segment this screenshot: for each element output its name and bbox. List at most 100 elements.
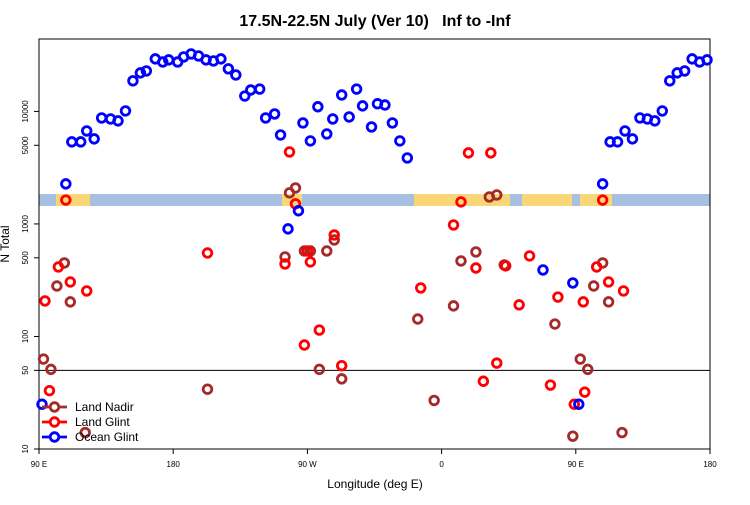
point xyxy=(602,276,615,288)
point xyxy=(335,359,348,372)
point xyxy=(335,89,348,101)
point xyxy=(386,117,399,129)
point xyxy=(455,196,467,208)
point xyxy=(619,125,631,137)
point xyxy=(611,136,624,148)
point xyxy=(365,121,378,133)
point xyxy=(157,56,169,68)
point xyxy=(491,357,503,369)
point xyxy=(537,264,549,276)
point xyxy=(51,280,63,292)
point xyxy=(462,147,475,159)
point xyxy=(328,229,340,241)
point xyxy=(470,246,482,258)
legend-marker xyxy=(48,401,61,413)
x-tick-label: 0 xyxy=(439,460,444,469)
point xyxy=(428,394,440,407)
chart-title: 17.5N-22.5N July (Ver 10) Inf to -Inf xyxy=(239,13,511,30)
point xyxy=(37,353,50,365)
point xyxy=(500,260,512,272)
point xyxy=(513,299,525,311)
point xyxy=(477,375,490,387)
point xyxy=(268,108,281,120)
point xyxy=(412,313,424,325)
point xyxy=(617,285,630,297)
point xyxy=(401,152,414,164)
land-strip xyxy=(522,194,572,206)
point xyxy=(470,262,482,274)
point xyxy=(239,90,251,102)
point xyxy=(201,383,214,395)
y-tick-label: 500 xyxy=(21,251,30,265)
point xyxy=(656,105,668,117)
point xyxy=(112,115,124,127)
point xyxy=(544,379,557,391)
point xyxy=(279,251,291,263)
legend-label: Land Glint xyxy=(75,415,130,429)
point xyxy=(568,398,581,410)
x-tick-label: 90 W xyxy=(298,460,317,469)
point xyxy=(81,125,93,137)
point xyxy=(567,277,579,289)
point xyxy=(119,105,132,117)
point xyxy=(88,133,100,145)
y-tick-label: 1000 xyxy=(21,214,30,232)
y-tick-label: 10 xyxy=(21,444,30,453)
point xyxy=(577,296,589,308)
point xyxy=(596,178,609,190)
point xyxy=(350,83,363,95)
point xyxy=(52,261,65,273)
legend-marker xyxy=(48,416,61,428)
point xyxy=(485,147,497,159)
point xyxy=(447,300,460,312)
point xyxy=(649,115,661,127)
point xyxy=(616,426,628,439)
x-axis-label: Longitude (deg E) xyxy=(327,477,422,491)
x-tick-label: 180 xyxy=(167,460,181,469)
point xyxy=(549,318,561,330)
series xyxy=(36,48,713,410)
point xyxy=(60,178,72,190)
point xyxy=(491,189,503,201)
point xyxy=(140,65,153,77)
point xyxy=(574,353,586,365)
point xyxy=(602,296,615,308)
point xyxy=(39,295,51,307)
point xyxy=(289,182,302,194)
point xyxy=(215,53,227,65)
point xyxy=(587,280,600,292)
point xyxy=(279,258,291,270)
point xyxy=(127,75,139,87)
point xyxy=(312,101,324,113)
point xyxy=(60,194,72,206)
y-tick-label: 5000 xyxy=(21,136,30,154)
point xyxy=(313,363,326,376)
legend-label: Land Nadir xyxy=(75,400,134,414)
point xyxy=(573,398,585,410)
plot-frame xyxy=(38,38,711,450)
point xyxy=(81,285,93,297)
y-tick-label: 10000 xyxy=(21,100,30,123)
point xyxy=(523,250,536,262)
point xyxy=(626,133,639,145)
y-tick-label: 50 xyxy=(21,365,30,374)
point xyxy=(321,128,333,140)
point xyxy=(596,194,609,206)
point xyxy=(701,54,713,66)
x-tick-label: 90 E xyxy=(568,460,584,469)
point xyxy=(447,219,460,231)
point xyxy=(301,245,314,257)
point xyxy=(253,83,266,95)
point xyxy=(298,339,311,351)
point xyxy=(313,324,326,336)
point xyxy=(304,256,317,268)
series xyxy=(39,146,630,410)
point xyxy=(552,291,564,303)
point xyxy=(579,386,591,398)
point xyxy=(327,113,339,125)
point xyxy=(328,234,340,246)
point xyxy=(356,100,369,112)
point xyxy=(36,398,48,410)
point xyxy=(134,67,147,79)
